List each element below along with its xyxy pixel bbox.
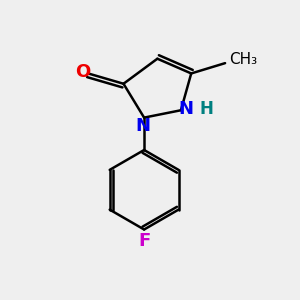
Text: H: H — [200, 100, 214, 118]
Text: O: O — [75, 63, 91, 81]
Text: F: F — [138, 232, 150, 250]
Text: N: N — [135, 117, 150, 135]
Text: N: N — [179, 100, 194, 118]
Text: CH₃: CH₃ — [230, 52, 258, 67]
